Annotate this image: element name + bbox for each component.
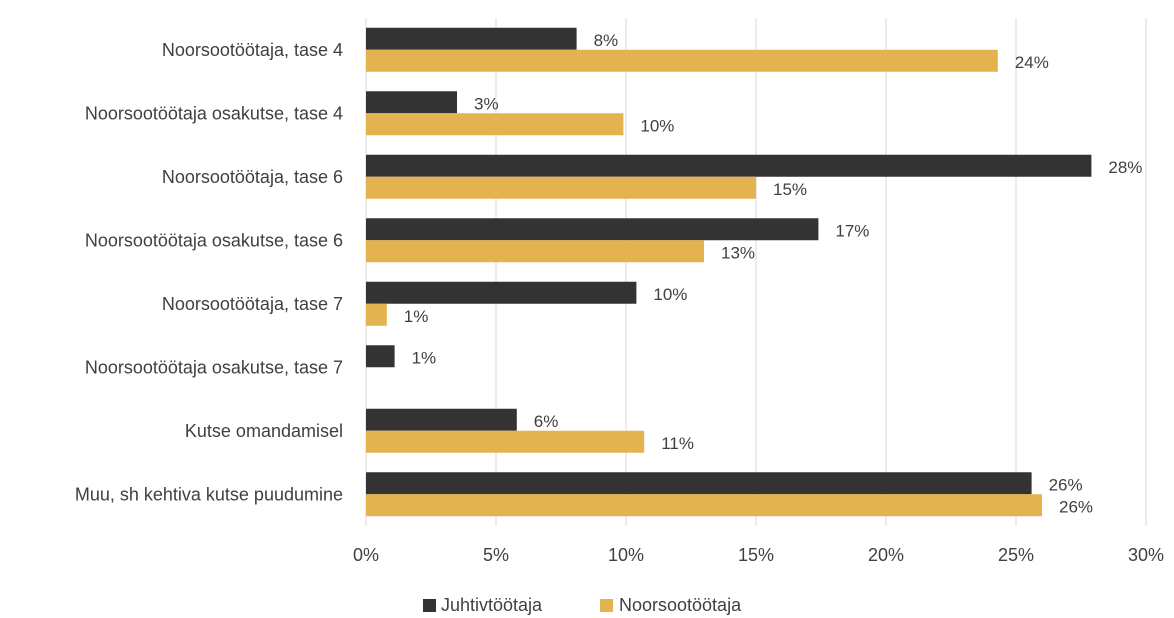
bar-noorsootootaja xyxy=(366,240,704,263)
category-label: Kutse omandamisel xyxy=(185,421,343,441)
bar-noorsootootaja xyxy=(366,303,387,326)
data-label: 26% xyxy=(1049,475,1083,494)
data-label: 26% xyxy=(1059,497,1093,516)
data-label: 1% xyxy=(404,307,429,326)
category-label: Muu, sh kehtiva kutse puudumine xyxy=(75,484,343,504)
x-tick-label: 10% xyxy=(608,545,644,565)
data-label: 10% xyxy=(653,285,687,304)
category-label: Noorsootöötaja osakutse, tase 4 xyxy=(85,103,343,123)
data-label: 24% xyxy=(1015,53,1049,72)
x-tick-label: 0% xyxy=(353,545,379,565)
legend-label: Noorsootöötaja xyxy=(619,595,742,615)
bar-juhtivtootaja xyxy=(366,218,819,241)
bar-juhtivtootaja xyxy=(366,154,1092,177)
legend-label: Juhtivtöötaja xyxy=(441,595,543,615)
bar-juhtivtootaja xyxy=(366,281,637,304)
x-tick-label: 30% xyxy=(1128,545,1164,565)
data-label: 11% xyxy=(661,434,694,453)
bar-juhtivtootaja xyxy=(366,472,1032,495)
category-label: Noorsootöötaja osakutse, tase 7 xyxy=(85,357,343,377)
bars: 8% 24% 3% 10% 28% 15% 17% 13% 10% 1% 1% 6% 11% 26% 26% xyxy=(366,27,1142,517)
bar-noorsootootaja xyxy=(366,430,645,453)
category-label: Noorsootöötaja, tase 6 xyxy=(162,167,343,187)
category-label: Noorsootöötaja osakutse, tase 6 xyxy=(85,230,343,250)
data-label: 13% xyxy=(721,243,755,262)
x-tick-label: 5% xyxy=(483,545,509,565)
legend-swatch xyxy=(600,599,613,612)
bar-juhtivtootaja xyxy=(366,91,457,114)
bar-juhtivtootaja xyxy=(366,27,577,50)
category-label: Noorsootöötaja, tase 4 xyxy=(162,40,343,60)
data-label: 15% xyxy=(773,180,807,199)
category-label: Noorsootöötaja, tase 7 xyxy=(162,294,343,314)
bar-noorsootootaja xyxy=(366,176,756,199)
data-label: 17% xyxy=(835,221,869,240)
x-tick-label: 20% xyxy=(868,545,904,565)
x-axis-tick-labels: 0% 5% 10% 15% 20% 25% 30% xyxy=(353,545,1164,565)
legend: Juhtivtöötaja Noorsootöötaja xyxy=(423,595,742,615)
category-labels: Noorsootöötaja, tase 4 Noorsootöötaja osa… xyxy=(75,40,343,505)
data-label: 6% xyxy=(534,412,559,431)
bar-juhtivtootaja xyxy=(366,408,517,431)
bar-juhtivtootaja xyxy=(366,345,395,368)
data-label: 28% xyxy=(1108,158,1142,177)
data-label: 3% xyxy=(474,94,499,113)
data-label: 8% xyxy=(594,31,619,50)
legend-swatch xyxy=(423,599,436,612)
x-tick-label: 25% xyxy=(998,545,1034,565)
data-label: 1% xyxy=(412,348,437,367)
gridlines xyxy=(365,18,1147,526)
bar-noorsootootaja xyxy=(366,494,1042,517)
bar-noorsootootaja xyxy=(366,49,998,72)
bar-noorsootootaja xyxy=(366,113,624,136)
data-label: 10% xyxy=(640,116,674,135)
x-tick-label: 15% xyxy=(738,545,774,565)
